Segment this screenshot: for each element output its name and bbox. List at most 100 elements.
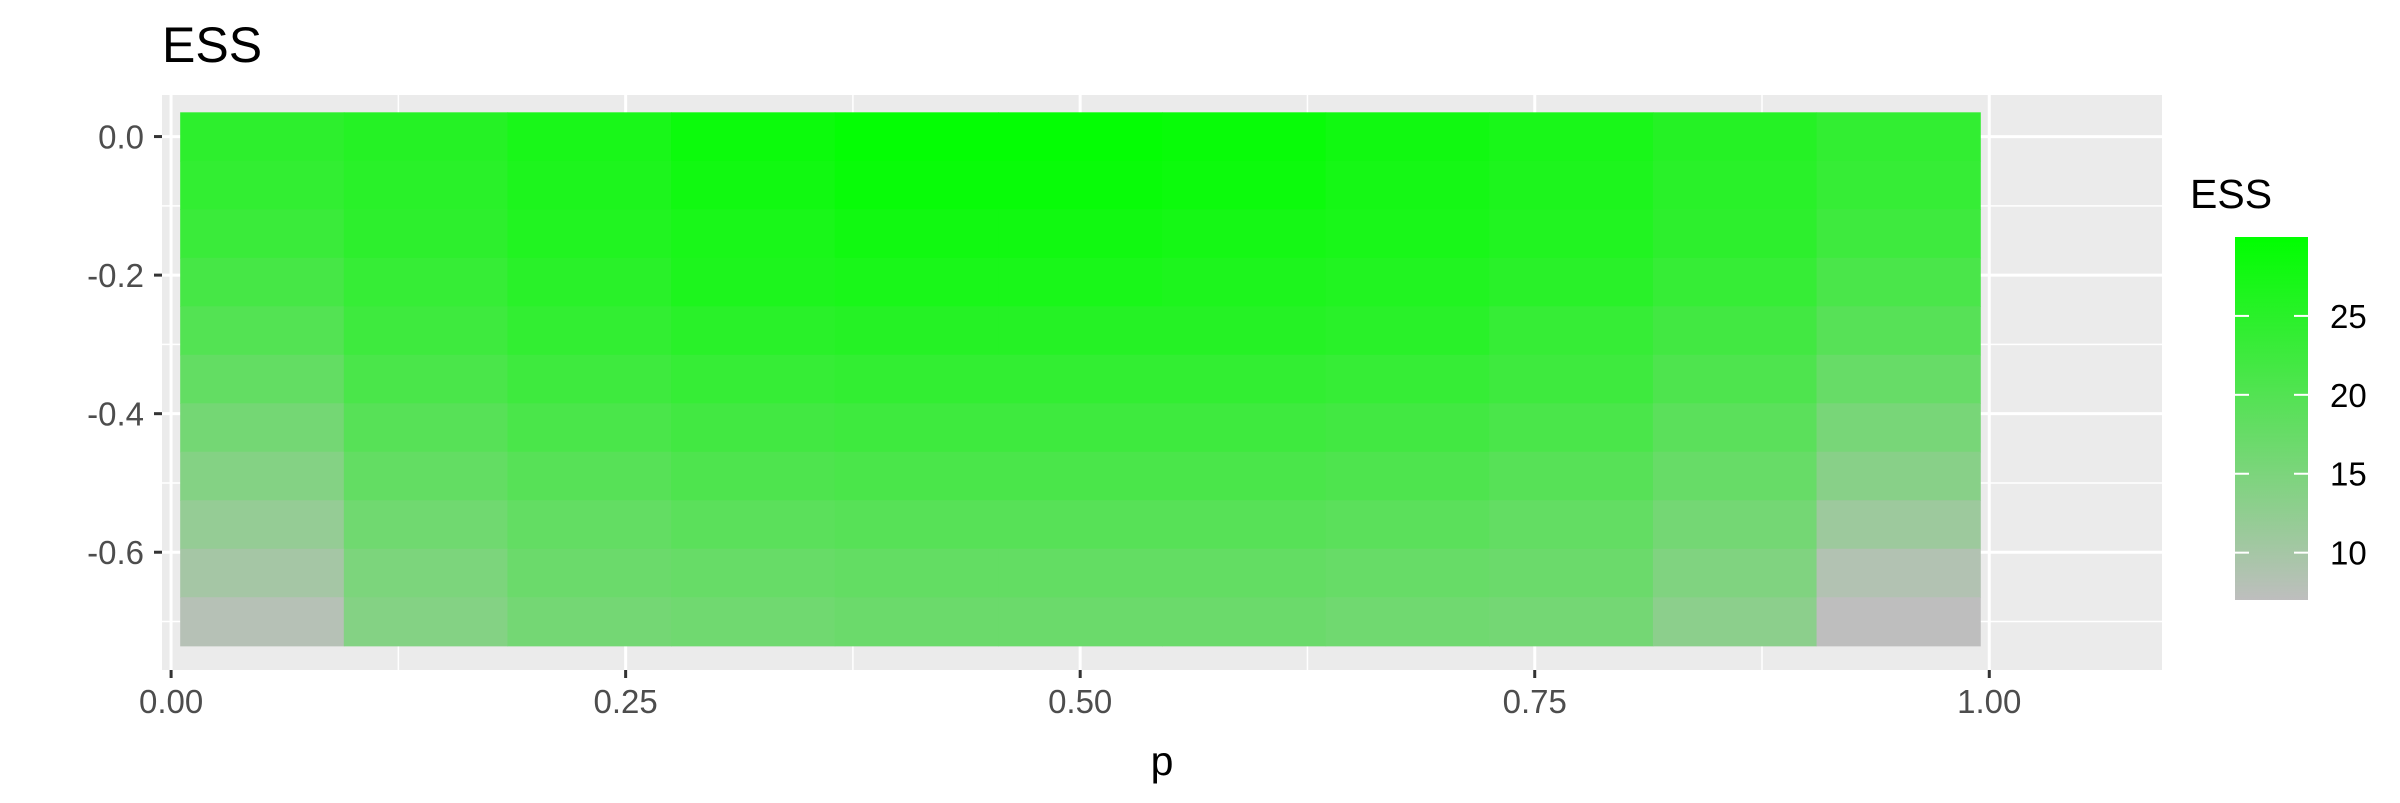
heatmap-tile [998,306,1163,356]
colorbar-tick-label: 10 [2330,535,2367,572]
heatmap-tile [1652,160,1818,210]
heatmap-tile [671,209,836,259]
heatmap-tile [1816,500,1981,550]
heatmap-tile [671,257,836,307]
heatmap-tile [834,451,999,501]
chart-title: ESS [162,17,262,73]
heatmap-tile [1489,112,1654,162]
heatmap-tile [1489,451,1654,501]
heatmap-tile [343,451,509,501]
heatmap-tile [1325,597,1490,647]
heatmap-tile [1489,209,1654,259]
heatmap-tile [1325,500,1490,550]
heatmap-tile [834,548,999,598]
heatmap-tile [507,112,672,162]
heatmap-tile [180,257,345,307]
heatmap-tile [1325,209,1490,259]
heatmap-tile [1816,354,1981,404]
heatmap-tile [343,597,509,647]
heatmap-tile [998,209,1163,259]
heatmap-tile [343,209,509,259]
heatmap-tile [998,451,1163,501]
heatmap-tile [1489,354,1654,404]
colorbar-tick-label: 20 [2330,377,2367,414]
heatmap-tile [507,500,672,550]
heatmap-tile [1816,209,1981,259]
y-tick-label: -0.2 [87,257,144,294]
heatmap-tile [507,160,672,210]
heatmap-tile [671,451,836,501]
heatmap-tile [1816,306,1981,356]
heatmap-tile [180,500,345,550]
heatmap-tile [1325,548,1490,598]
heatmap-tile [671,548,836,598]
heatmap-tile [834,500,999,550]
heatmap-tile [1325,160,1490,210]
heatmap-tile [1325,306,1490,356]
y-tick-label: 0.0 [98,119,144,156]
heatmap-tile [1162,500,1327,550]
heatmap-tile [1325,112,1490,162]
heatmap-tile [1325,354,1490,404]
heatmap-tile [998,160,1163,210]
heatmap-tile [1652,112,1818,162]
heatmap-tile [1162,160,1327,210]
heatmap-tiles [180,112,1981,647]
heatmap-tile [1162,403,1327,453]
heatmap-tile [180,354,345,404]
heatmap-tile [180,403,345,453]
heatmap-tile [507,209,672,259]
heatmap-tile [1162,354,1327,404]
heatmap-tile [343,354,509,404]
heatmap-tile [343,500,509,550]
heatmap-tile [998,548,1163,598]
heatmap-tile [1652,403,1818,453]
heatmap-tile [180,451,345,501]
heatmap-tile [834,354,999,404]
heatmap-tile [343,257,509,307]
x-tick-label: 0.50 [1048,683,1112,720]
heatmap-tile [1162,112,1327,162]
heatmap-tile [507,597,672,647]
heatmap-tile [180,548,345,598]
heatmap-tile [1489,160,1654,210]
heatmap-tile [834,597,999,647]
heatmap-tile [1162,209,1327,259]
heatmap-tile [1816,112,1981,162]
heatmap-tile [1162,597,1327,647]
y-axis: 0.0 -0.2 -0.4 -0.6 [87,119,162,571]
heatmap-tile [507,548,672,598]
heatmap-tile [1489,403,1654,453]
x-tick-label: 0.75 [1503,683,1567,720]
heatmap-tile [1325,257,1490,307]
heatmap-tile [180,209,345,259]
heatmap-tile [998,500,1163,550]
heatmap-tile [1652,257,1818,307]
x-tick-label: 0.25 [594,683,658,720]
heatmap-tile [1816,160,1981,210]
heatmap-tile [1325,403,1490,453]
heatmap-tile [834,306,999,356]
heatmap-tile [998,597,1163,647]
heatmap-tile [834,209,999,259]
heatmap-tile [1652,451,1818,501]
heatmap-tile [1652,500,1818,550]
colorbar [2235,237,2308,600]
heatmap-tile [671,112,836,162]
heatmap-tile [834,257,999,307]
heatmap-tile [1489,500,1654,550]
heatmap-tile [1816,403,1981,453]
heatmap-tile [1816,597,1981,647]
heatmap-tile [343,160,509,210]
heatmap-tile [1162,548,1327,598]
heatmap-tile [671,597,836,647]
heatmap-tile [507,403,672,453]
x-axis: 0.00 0.25 0.50 0.75 1.00 [139,670,2021,720]
heatmap-tile [343,306,509,356]
heatmap-tile [671,403,836,453]
heatmap-tile [671,500,836,550]
heatmap-tile [507,257,672,307]
heatmap-tile [1652,548,1818,598]
heatmap-tile [998,257,1163,307]
heatmap-tile [1325,451,1490,501]
